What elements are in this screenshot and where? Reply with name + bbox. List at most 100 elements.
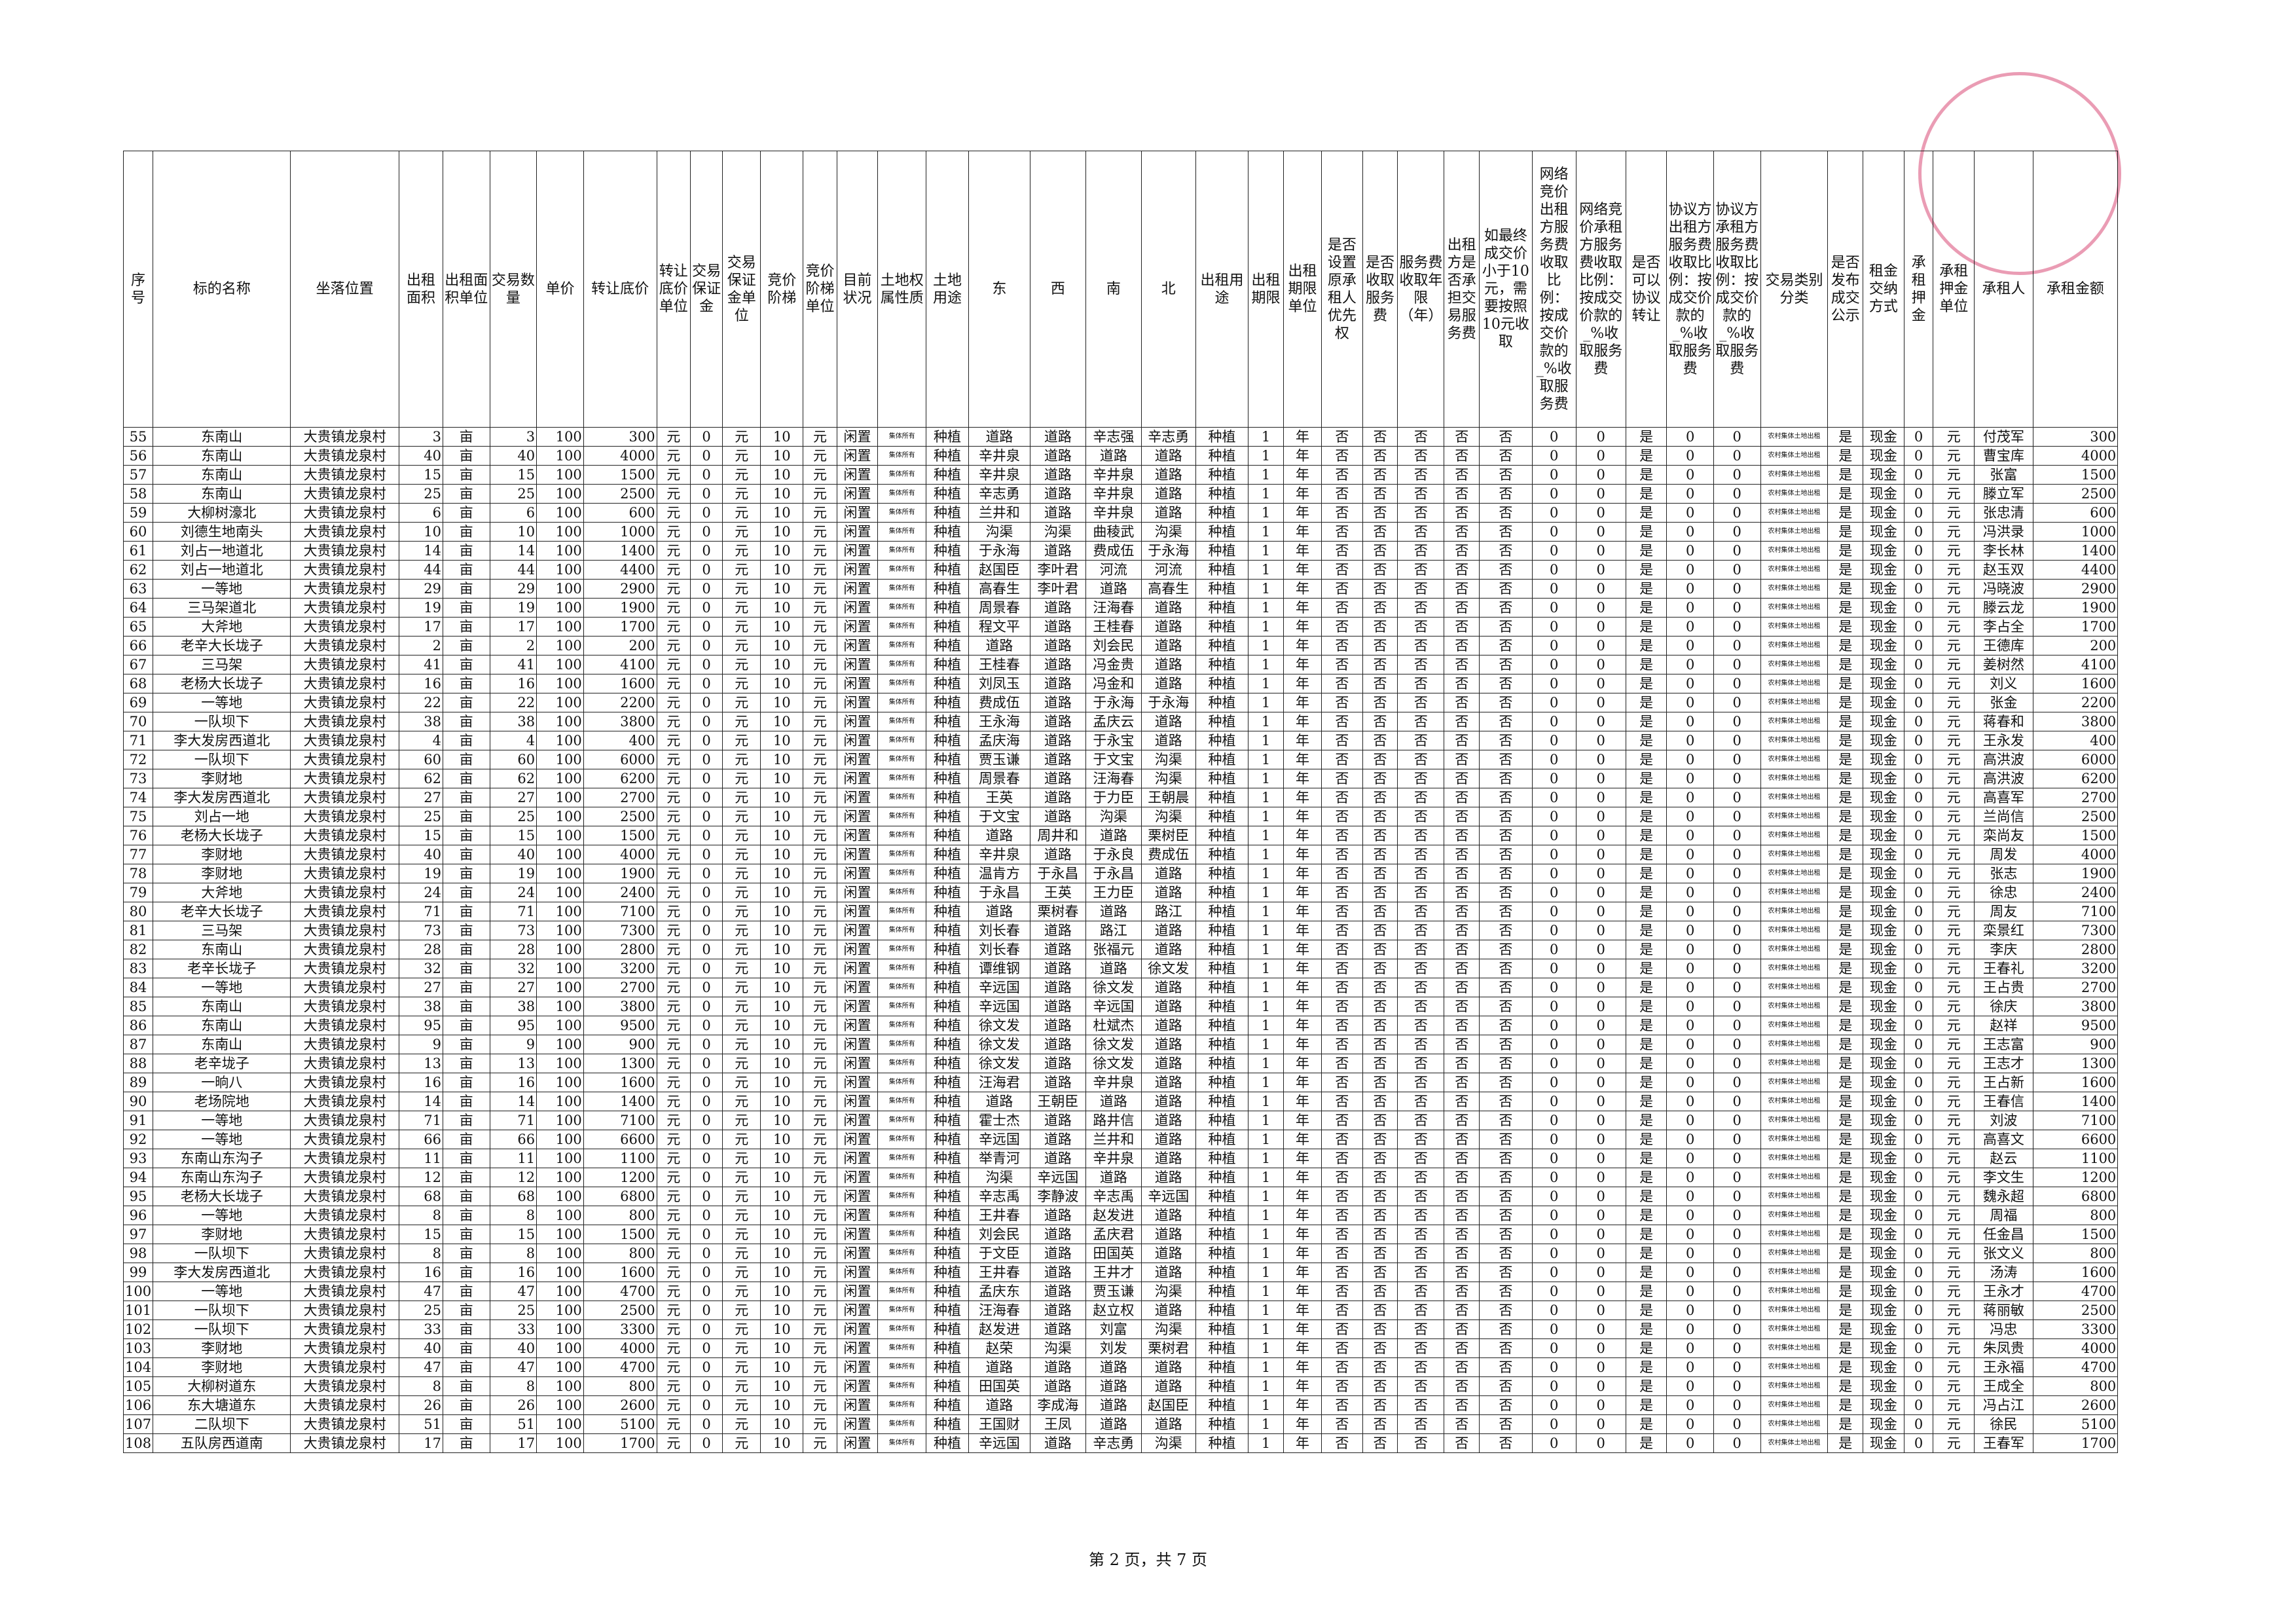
table-row: 80 老辛大长垅子 大贵镇龙泉村 71 亩 71 100 7100 元 0 元 10 元闲置 集体所有 种植… [122,902,2119,921]
cell: 否 [1321,1244,1363,1263]
cell: 种植 [926,864,969,883]
cell: 800 [2032,1244,2119,1263]
cell: 元 [803,1111,837,1130]
cell: 否 [1444,541,1480,561]
cell: 否 [1362,1035,1398,1054]
cell: 1 [1248,636,1284,655]
cell: 元 [803,1092,837,1111]
cell: 800 [583,1244,657,1263]
cell: 沟渠 [1140,750,1196,769]
cell: 0 [1531,826,1576,845]
cell: 否 [1362,807,1398,826]
cell: 1700 [2032,617,2119,637]
cell: 100 [536,1357,584,1377]
cell: 滕立军 [1974,484,2033,504]
cell: 否 [1444,1414,1480,1434]
column-header: 交易保证金单位 [722,151,761,428]
cell: 6800 [583,1187,657,1206]
cell: 60 [398,750,444,769]
cell: 沟渠 [1140,1320,1196,1339]
cell: 元 [656,1168,691,1187]
cell: 元 [656,769,691,788]
cell: 道路 [1029,1035,1086,1054]
cell: 元 [656,902,691,921]
cell: 道路 [1029,921,1086,940]
cell: 否 [1479,1282,1533,1301]
cell: 1 [1248,883,1284,902]
cell: 0 [1903,1149,1934,1168]
cell: 农村集体土地出租 [1760,1225,1829,1244]
column-header: 承租金额 [2032,151,2119,428]
cell: 闲置 [836,522,879,542]
cell: 东南山 [153,484,291,504]
cell: 0 [1531,598,1576,618]
table-row: 71 李大发房西道北 大贵镇龙泉村 4 亩 4 100 400 元 0 元 10 元闲置 集体所有 种植 孟庆… [122,731,2119,750]
cell: 否 [1444,731,1480,750]
cell: 25 [398,807,444,826]
cell: 大贵镇龙泉村 [290,522,399,542]
cell: 种植 [926,1149,969,1168]
cell: 19 [398,598,444,618]
cell: 0 [1713,731,1761,750]
cell: 道路 [1029,693,1086,712]
cell: 道路 [1085,1376,1142,1396]
cell: 李成海 [1029,1395,1086,1415]
cell: 兰井和 [968,503,1030,523]
cell: 农村集体土地出租 [1760,1111,1829,1130]
cell: 0 [1713,1035,1761,1054]
cell: 1000 [2032,522,2119,542]
cell: 80 [122,902,154,921]
cell: 否 [1362,883,1398,902]
cell: 800 [2032,1376,2119,1396]
cell: 亩 [443,1054,490,1073]
cell: 300 [2032,427,2119,447]
cell: 道路 [1085,1357,1142,1377]
cell: 年 [1283,940,1322,959]
cell: 道路 [1029,1244,1086,1263]
cell: 集体所有 [877,1225,927,1244]
cell: 0 [1575,579,1626,599]
cell: 否 [1362,617,1398,637]
cell: 一等地 [153,693,291,712]
cell: 1600 [583,674,657,693]
cell: 年 [1283,826,1322,845]
cell: 0 [1666,1187,1714,1206]
cell: 集体所有 [877,1320,927,1339]
cell: 63 [122,579,154,599]
cell: 元 [656,997,691,1016]
cell: 农村集体土地出租 [1760,1168,1829,1187]
cell: 0 [1575,750,1626,769]
column-header: 土地用途 [926,151,969,428]
cell: 否 [1479,1206,1533,1225]
cell: 现金 [1863,1376,1904,1396]
cell: 闲置 [836,1054,879,1073]
cell: 种植 [1195,1338,1249,1358]
cell: 0 [1666,1206,1714,1225]
cell: 否 [1321,1130,1363,1149]
cell: 道路 [968,1357,1030,1377]
cell: 100 [536,712,584,731]
cell: 否 [1362,1149,1398,1168]
cell: 0 [1713,826,1761,845]
cell: 集体所有 [877,465,927,485]
column-header: 承租人 [1974,151,2033,428]
cell: 闲置 [836,693,879,712]
cell: 3 [489,427,538,447]
cell: 100 [536,807,584,826]
cell: 闲置 [836,883,879,902]
cell: 否 [1397,1244,1445,1263]
column-header: 如最终成交价小于10元，需要按照10元收取 [1479,151,1533,428]
cell: 否 [1397,1433,1445,1453]
cell: 集体所有 [877,788,927,807]
cell: 于文宝 [968,807,1030,826]
cell: 3200 [583,959,657,978]
table-row: 102 一队坝下 大贵镇龙泉村 33 亩 33 100 3300 元 0 元 10 元闲置 集体所有 种植赵… [122,1320,2119,1339]
cell: 亩 [443,541,490,561]
cell: 道路 [1140,484,1196,504]
cell: 100 [536,617,584,637]
cell: 徐忠 [1974,883,2033,902]
cell: 否 [1362,655,1398,674]
cell: 于永昌 [1085,864,1142,883]
cell: 元 [722,522,761,542]
cell: 9500 [2032,1016,2119,1035]
